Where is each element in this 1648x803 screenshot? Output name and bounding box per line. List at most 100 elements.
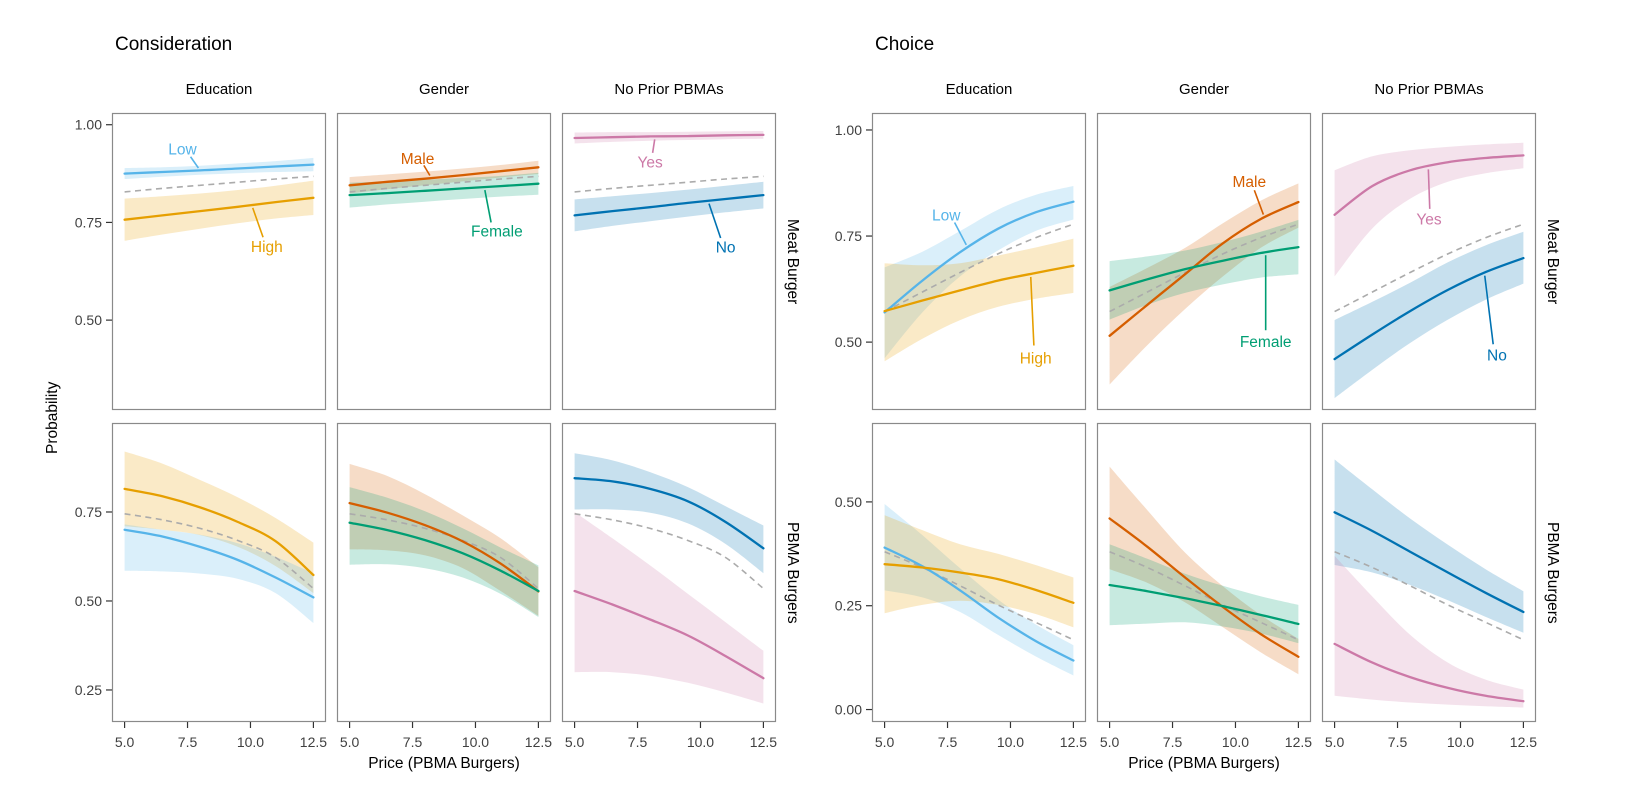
annotation-label-no: No xyxy=(716,240,736,257)
line-no xyxy=(1333,511,1525,614)
line-male xyxy=(348,166,540,187)
line-female xyxy=(1108,583,1300,626)
dashed-reference-line xyxy=(884,223,1074,313)
line-female xyxy=(348,521,540,593)
panel-border xyxy=(871,112,1087,411)
panel-consideration-pbma-burgers-no-prior-pbmas: 5.0 7.5 10.0 12.5 xyxy=(561,422,777,750)
ribbon-high xyxy=(884,238,1074,362)
y-tick-label: 0.75 xyxy=(835,228,862,244)
ribbon-yes xyxy=(1334,142,1524,277)
annotation-label-male: Male xyxy=(1233,174,1267,191)
facet-label-consideration-education: Education xyxy=(185,81,253,98)
annotation-label-no: No xyxy=(1487,347,1507,364)
ribbon-low xyxy=(884,504,1074,676)
strip-label-choice-pbma-burgers: PBMA Burgers xyxy=(1544,521,1561,624)
panel-border xyxy=(1321,112,1537,411)
line-low xyxy=(123,528,315,599)
annotation-label-low: Low xyxy=(168,141,197,158)
x-tick-label: 12.5 xyxy=(1060,734,1087,750)
chart-title-choice: Choice xyxy=(875,34,935,55)
x-tick-label: 12.5 xyxy=(750,734,777,750)
x-axis-title-choice: Price (PBMA Burgers) xyxy=(1128,755,1280,772)
line-high xyxy=(883,264,1075,313)
annotation-leader-no xyxy=(1483,275,1494,345)
y-tick-label: 0.00 xyxy=(835,702,862,718)
y-tick-label: 0.50 xyxy=(835,494,862,510)
annotation-leader-male xyxy=(1253,189,1265,215)
annotation-label-male: Male xyxy=(401,151,435,168)
dashed-reference-line xyxy=(574,175,764,193)
x-tick-label: 10.0 xyxy=(237,734,264,750)
panel-border xyxy=(1096,422,1312,723)
x-tick-label: 10.0 xyxy=(997,734,1024,750)
x-tick-label: 7.5 xyxy=(1163,734,1183,750)
y-tick-label: 0.50 xyxy=(835,334,862,350)
strip-label-consideration-pbma-burgers: PBMA Burgers xyxy=(784,521,801,624)
ribbon-low xyxy=(124,524,314,623)
x-tick-label: 10.0 xyxy=(1222,734,1249,750)
panel-border xyxy=(336,112,552,411)
annotation-leader-low xyxy=(189,156,200,169)
line-low xyxy=(123,163,315,175)
line-low xyxy=(883,200,1075,314)
annotation-leader-yes xyxy=(1427,169,1431,209)
ribbon-female xyxy=(349,487,539,617)
strip-label-consideration-meat-burger: Meat Burger xyxy=(784,218,801,305)
panel-choice-pbma-burgers-gender: 5.0 7.5 10.0 12.5 xyxy=(1096,422,1312,750)
x-tick-label: 10.0 xyxy=(687,734,714,750)
panel-consideration-pbma-burgers-education: 0.75 0.50 0.25 5.0 7.5 10.0 12.5 xyxy=(75,422,327,750)
dashed-reference-line xyxy=(1109,223,1299,313)
panel-border xyxy=(871,422,1087,723)
annotation-leader-high xyxy=(251,207,264,238)
annotation-leader-yes xyxy=(651,139,656,153)
ribbon-female xyxy=(1109,219,1299,320)
line-high xyxy=(883,563,1075,604)
annotation-leader-high xyxy=(1029,276,1035,346)
dashed-reference-line xyxy=(574,513,764,590)
ribbon-high xyxy=(884,515,1074,628)
dashed-reference-line xyxy=(1334,223,1524,313)
line-yes xyxy=(1333,642,1525,703)
panel-border xyxy=(336,422,552,723)
y-tick-label: 1.00 xyxy=(75,117,102,133)
panel-choice-meat-burger-education: Low High 1.00 0.75 0.50 xyxy=(835,112,1087,411)
ribbon-no xyxy=(1334,459,1524,633)
x-axis-title-consideration: Price (PBMA Burgers) xyxy=(368,755,520,772)
line-high xyxy=(123,196,315,221)
x-tick-label: 7.5 xyxy=(938,734,958,750)
ribbon-yes xyxy=(574,512,764,704)
line-high xyxy=(123,487,315,577)
annotation-leader-female xyxy=(484,189,492,223)
facet-label-choice-education: Education xyxy=(945,81,1013,98)
annotation-label-yes: Yes xyxy=(637,154,663,171)
x-tick-label: 12.5 xyxy=(525,734,552,750)
line-yes xyxy=(573,133,765,140)
panel-choice-meat-burger-gender: Male Female xyxy=(1096,112,1312,411)
y-tick-label: 0.75 xyxy=(75,214,102,230)
x-tick-label: 5.0 xyxy=(1325,734,1345,750)
annotation-leader-low xyxy=(953,222,967,246)
x-tick-label: 5.0 xyxy=(875,734,895,750)
facet-label-consideration-no-prior-pbmas: No Prior PBMAs xyxy=(614,81,724,98)
ribbon-low xyxy=(884,186,1074,359)
line-low xyxy=(883,546,1075,662)
annotation-leader-no xyxy=(708,203,722,239)
line-male xyxy=(1108,517,1300,658)
facet-label-consideration-gender: Gender xyxy=(418,81,470,98)
x-tick-label: 5.0 xyxy=(565,734,585,750)
x-tick-label: 7.5 xyxy=(628,734,648,750)
ribbon-yes xyxy=(1334,555,1524,708)
x-tick-label: 5.0 xyxy=(340,734,360,750)
dashed-reference-line xyxy=(124,513,314,590)
line-yes xyxy=(573,589,765,680)
y-axis-title-probability: Probability xyxy=(44,381,61,454)
dashed-reference-line xyxy=(124,175,314,193)
facet-label-choice-no-prior-pbmas: No Prior PBMAs xyxy=(1374,81,1484,98)
y-tick-label: 0.25 xyxy=(835,598,862,614)
line-female xyxy=(1108,245,1300,292)
y-tick-label: 0.75 xyxy=(75,504,102,520)
panel-consideration-meat-burger-no-prior-pbmas: Yes No xyxy=(561,112,777,411)
x-tick-label: 7.5 xyxy=(1388,734,1408,750)
